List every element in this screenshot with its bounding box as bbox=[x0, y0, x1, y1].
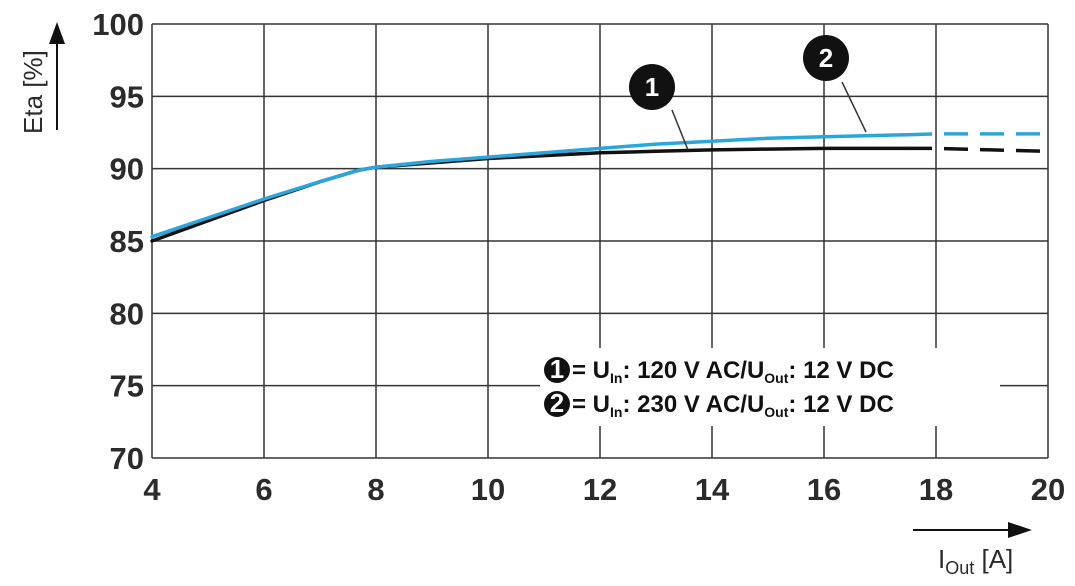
callout-2-marker bbox=[803, 35, 849, 81]
x-tick-label: 8 bbox=[367, 472, 384, 507]
legend-marker-2 bbox=[544, 391, 570, 417]
y-axis-label: Eta [%] bbox=[18, 50, 48, 134]
x-tick-label: 10 bbox=[471, 472, 505, 507]
y-tick-label: 95 bbox=[110, 79, 144, 114]
x-tick-label: 4 bbox=[143, 472, 161, 507]
x-tick-label: 6 bbox=[255, 472, 272, 507]
y-axis-label-group: Eta [%] bbox=[18, 22, 65, 134]
series-2-line bbox=[150, 132, 910, 239]
callout-1-leader bbox=[671, 109, 689, 151]
series-2-dashed-line bbox=[907, 132, 1048, 137]
x-axis-arrow-icon bbox=[1008, 522, 1032, 538]
legend: 1 = UIn: 120 V AC/UOut: 12 V DC 2 = UIn:… bbox=[540, 348, 1000, 426]
callout-2-leader bbox=[841, 81, 867, 133]
series-1-line bbox=[150, 146, 910, 243]
legend-text-2: = UIn: 230 V AC/UOut: 12 V DC bbox=[572, 391, 894, 420]
series-1-dashed-line bbox=[908, 146, 1049, 154]
y-tick-label: 90 bbox=[110, 152, 144, 187]
x-tick-label: 16 bbox=[807, 472, 841, 507]
legend-marker-1 bbox=[544, 357, 570, 383]
callout-1-marker bbox=[629, 64, 675, 110]
y-tick-label: 85 bbox=[110, 224, 144, 259]
callout-2-label: 2 bbox=[819, 43, 833, 73]
y-tick-label: 75 bbox=[110, 369, 144, 404]
legend-marker-1-label: 1 bbox=[550, 354, 564, 384]
grid bbox=[151, 23, 1049, 459]
x-tick-label: 12 bbox=[583, 472, 617, 507]
x-tick-label: 20 bbox=[1031, 472, 1065, 507]
legend-entry-1: 1 = UIn: 120 V AC/UOut: 12 V DC bbox=[544, 354, 894, 386]
legend-text-1: = UIn: 120 V AC/UOut: 12 V DC bbox=[572, 357, 894, 386]
x-tick-label: 18 bbox=[919, 472, 953, 507]
series-lines bbox=[150, 132, 1049, 243]
y-tick-label: 100 bbox=[92, 7, 144, 42]
x-tick-label: 14 bbox=[695, 472, 730, 507]
y-tick-label: 80 bbox=[110, 296, 144, 331]
legend-marker-2-label: 2 bbox=[550, 388, 564, 418]
y-tick-label: 70 bbox=[110, 441, 144, 476]
y-axis-arrow-icon bbox=[49, 22, 65, 44]
callout-2: 2 bbox=[803, 35, 867, 133]
callout-1: 1 bbox=[629, 64, 689, 151]
x-axis-label-group: IOut [A] bbox=[913, 522, 1032, 578]
callout-1-label: 1 bbox=[645, 72, 659, 102]
x-axis-label: IOut [A] bbox=[938, 544, 1013, 578]
legend-entry-2: 2 = UIn: 230 V AC/UOut: 12 V DC bbox=[544, 388, 894, 420]
legend-background bbox=[540, 348, 1000, 426]
